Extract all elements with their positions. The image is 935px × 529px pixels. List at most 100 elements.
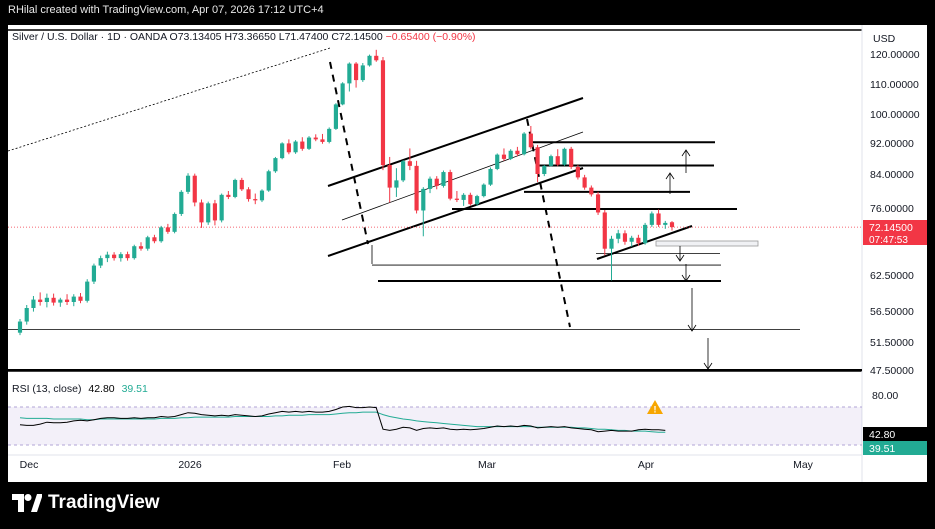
candle[interactable]: [374, 49, 379, 62]
candle[interactable]: [481, 183, 486, 198]
candle[interactable]: [515, 146, 520, 157]
candle[interactable]: [622, 230, 628, 245]
candle[interactable]: [569, 146, 574, 169]
channel-lower-line[interactable]: [327, 167, 584, 257]
candle[interactable]: [17, 319, 23, 336]
candle[interactable]: [71, 294, 76, 307]
candle[interactable]: [508, 149, 513, 161]
candle[interactable]: [132, 244, 137, 260]
candle[interactable]: [51, 293, 56, 306]
candle[interactable]: [535, 144, 540, 183]
candle[interactable]: [192, 173, 197, 207]
candle[interactable]: [468, 192, 473, 206]
candle[interactable]: [233, 178, 238, 199]
candle[interactable]: [562, 147, 567, 166]
dashed-projection-line[interactable]: [526, 118, 571, 328]
candle[interactable]: [340, 82, 345, 106]
candle[interactable]: [206, 201, 211, 225]
candle[interactable]: [138, 242, 144, 251]
candle[interactable]: [293, 140, 298, 154]
candle[interactable]: [152, 234, 157, 244]
candle[interactable]: [239, 177, 244, 191]
candle[interactable]: [616, 229, 621, 244]
candle[interactable]: [528, 125, 533, 150]
candle[interactable]: [280, 142, 285, 160]
candle[interactable]: [199, 199, 204, 228]
candle[interactable]: [145, 235, 150, 251]
candle[interactable]: [246, 187, 251, 202]
candle[interactable]: [380, 57, 386, 171]
horizontal-levels[interactable]: [8, 141, 862, 371]
candle[interactable]: [495, 153, 500, 171]
candle[interactable]: [649, 211, 654, 227]
candle[interactable]: [98, 255, 103, 269]
candle[interactable]: [629, 235, 634, 247]
zone-box[interactable]: [655, 240, 759, 247]
candle[interactable]: [327, 127, 332, 144]
candle[interactable]: [31, 296, 36, 312]
candle[interactable]: [387, 156, 392, 203]
candle[interactable]: [286, 139, 291, 155]
candle[interactable]: [38, 292, 43, 306]
dotted-trendline[interactable]: [7, 47, 331, 152]
candle[interactable]: [501, 148, 507, 161]
candle[interactable]: [454, 191, 459, 203]
candle[interactable]: [85, 279, 90, 303]
target-arrows[interactable]: [665, 149, 713, 370]
candle[interactable]: [407, 148, 412, 171]
candle[interactable]: [595, 191, 601, 215]
candle[interactable]: [555, 149, 560, 167]
price-axis[interactable]: 120.00000 110.00000 100.00000 92.00000 84.00…: [870, 49, 920, 377]
candle[interactable]: [347, 62, 352, 92]
tradingview-logo[interactable]: TradingView: [12, 492, 160, 514]
candle[interactable]: [105, 251, 110, 263]
candle[interactable]: [441, 170, 446, 188]
candle[interactable]: [548, 154, 554, 167]
candle[interactable]: [212, 199, 218, 226]
candle[interactable]: [427, 176, 433, 194]
price-badge[interactable]: 72.14500 07:47:53: [863, 220, 927, 246]
candle[interactable]: [414, 160, 419, 214]
candle[interactable]: [125, 251, 130, 261]
candle[interactable]: [602, 209, 607, 256]
candle[interactable]: [656, 209, 661, 227]
candle[interactable]: [461, 193, 466, 206]
warning-icon[interactable]: !: [647, 400, 663, 415]
channel-middle-line[interactable]: [341, 131, 584, 221]
drawings[interactable]: [7, 47, 759, 328]
candle[interactable]: [313, 134, 318, 142]
candle[interactable]: [522, 132, 527, 156]
candle[interactable]: [353, 62, 359, 88]
candle[interactable]: [172, 212, 177, 234]
candle[interactable]: [306, 136, 312, 150]
candle[interactable]: [542, 165, 547, 177]
candle[interactable]: [669, 221, 675, 231]
candle[interactable]: [165, 223, 170, 234]
candle[interactable]: [448, 169, 453, 201]
candle[interactable]: [582, 174, 587, 190]
candle[interactable]: [434, 176, 439, 190]
candle[interactable]: [64, 294, 70, 305]
candle[interactable]: [367, 54, 372, 67]
candle[interactable]: [112, 252, 117, 261]
channel-upper-line[interactable]: [327, 97, 584, 187]
candle[interactable]: [636, 234, 641, 246]
candle[interactable]: [273, 156, 278, 173]
candle[interactable]: [179, 190, 184, 216]
candle[interactable]: [259, 189, 265, 203]
candle[interactable]: [474, 194, 480, 206]
candle[interactable]: [643, 222, 648, 245]
dashed-drop-line[interactable]: [329, 61, 369, 245]
candle[interactable]: [421, 187, 426, 237]
candle[interactable]: [118, 252, 123, 262]
candle[interactable]: [185, 173, 191, 194]
candle[interactable]: [58, 297, 63, 307]
candle[interactable]: [300, 137, 305, 151]
candle[interactable]: [320, 133, 325, 144]
candle[interactable]: [159, 225, 164, 243]
candle[interactable]: [401, 160, 406, 183]
candle[interactable]: [394, 168, 399, 197]
candle[interactable]: [333, 103, 339, 130]
candle[interactable]: [609, 235, 614, 281]
